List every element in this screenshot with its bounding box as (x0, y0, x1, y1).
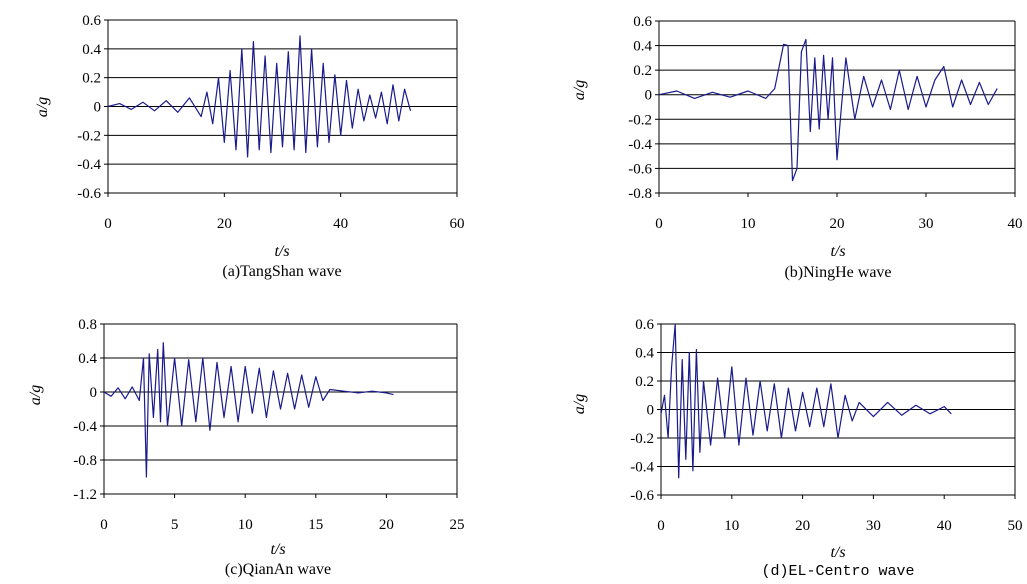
panel-qianan: -1.2 -0.8 -0.4 0 0.4 0.8 0 5 10 15 20 25 a/g t/s (c… (0, 300, 500, 584)
y-tick-label: -0.4 (628, 137, 652, 153)
y-tick-label: 0 (645, 88, 653, 104)
acceleration-series-line (658, 38, 998, 182)
x-tick-label: 10 (724, 518, 739, 534)
chart-tangshan: -0.6 -0.4 -0.2 0 0.2 0.4 0.6 0 20 40 60 (77, 13, 465, 232)
acceleration-series-line (107, 35, 412, 158)
y-tick-label: 0.4 (78, 351, 97, 367)
y-tick-label: 0 (647, 403, 655, 419)
y-tick-label: 0.8 (78, 317, 97, 333)
y-tick-label: -0.6 (77, 186, 101, 202)
y-tick-label: 0 (90, 385, 98, 401)
x-axis-label-elcentro: t/s (830, 544, 846, 561)
x-tick-label: 40 (937, 518, 952, 534)
y-tick-label: 0.6 (635, 317, 654, 333)
x-axis-label-qianan: t/s (270, 541, 286, 558)
x-tick-label: 20 (795, 518, 810, 534)
y-tick-label: 0.4 (635, 346, 654, 362)
y-tick-label: 0.6 (633, 14, 652, 30)
y-tick-label: -0.8 (73, 453, 97, 469)
y-tick-label: 0.2 (633, 63, 652, 79)
x-tick-label: 25 (450, 517, 465, 533)
panel-ninghe: -0.8 -0.6 -0.4 -0.2 0 0.2 0.4 0.6 0 10 20 30 40 a/g … (527, 0, 1027, 292)
x-tick-label: 0 (657, 518, 665, 534)
y-tick-label: -0.2 (628, 112, 652, 128)
x-tick-label: 40 (1008, 216, 1023, 232)
y-tick-label: -0.2 (630, 431, 654, 447)
x-axis-label-tangshan: t/s (274, 243, 290, 260)
y-tick-label: -0.6 (628, 161, 652, 177)
caption-qianan: (c)QianAn wave (224, 561, 332, 578)
x-tick-label: 30 (919, 216, 934, 232)
y-axis-label-qianan: a/g (27, 384, 44, 406)
y-tick-label: -0.6 (630, 488, 654, 504)
y-tick-label: 0 (94, 100, 102, 116)
y-axis-label-tangshan: a/g (34, 96, 51, 118)
x-axis-label-ninghe: t/s (830, 243, 846, 260)
x-tick-label: 30 (866, 518, 881, 534)
x-tick-label: 60 (450, 216, 465, 232)
chart-elcentro: -0.6 -0.4 -0.2 0 0.2 0.4 0.6 0 10 20 30 40 50 (630, 317, 1023, 534)
y-tick-label: -0.4 (73, 419, 97, 435)
x-tick-label: 0 (100, 517, 108, 533)
y-tick-label: 0.4 (82, 42, 101, 58)
x-tick-label: 20 (830, 216, 845, 232)
caption-ninghe: (b)NingHe wave (784, 264, 892, 281)
acceleration-series-line (660, 323, 952, 479)
caption-tangshan: (a)TangShan wave (222, 263, 342, 280)
x-tick-label: 5 (171, 517, 179, 533)
x-tick-label: 15 (308, 517, 323, 533)
chart-ninghe: -0.8 -0.6 -0.4 -0.2 0 0.2 0.4 0.6 0 10 20 30 40 (628, 14, 1023, 232)
y-tick-label: -0.2 (77, 128, 101, 144)
panel-tangshan: -0.6 -0.4 -0.2 0 0.2 0.4 0.6 0 20 40 60 a/g t/s (a… (0, 0, 500, 292)
x-tick-label: 10 (741, 216, 756, 232)
x-tick-label: 0 (655, 216, 663, 232)
x-tick-label: 50 (1008, 518, 1023, 534)
x-tick-label: 10 (238, 517, 253, 533)
y-tick-label: 0.6 (82, 13, 101, 29)
y-tick-label: -0.8 (628, 186, 652, 202)
chart-qianan: -1.2 -0.8 -0.4 0 0.4 0.8 0 5 10 15 20 25 (73, 317, 465, 533)
y-axis-label-elcentro: a/g (571, 393, 588, 415)
x-tick-label: 40 (333, 216, 348, 232)
y-tick-label: 0.4 (633, 39, 652, 55)
x-tick-label: 0 (104, 216, 112, 232)
panel-elcentro: -0.6 -0.4 -0.2 0 0.2 0.4 0.6 0 10 20 30 40 50 a/g t/… (527, 300, 1027, 584)
y-tick-label: -0.4 (77, 157, 101, 173)
y-tick-label: 0.2 (635, 374, 654, 390)
acceleration-series-line (103, 342, 394, 478)
caption-elcentro: (d)EL-Centro wave (761, 563, 915, 580)
y-tick-label: -1.2 (73, 487, 97, 503)
x-tick-label: 20 (379, 517, 394, 533)
y-axis-label-ninghe: a/g (571, 79, 588, 101)
x-tick-label: 20 (217, 216, 232, 232)
y-tick-label: -0.4 (630, 460, 654, 476)
y-tick-label: 0.2 (82, 71, 101, 87)
